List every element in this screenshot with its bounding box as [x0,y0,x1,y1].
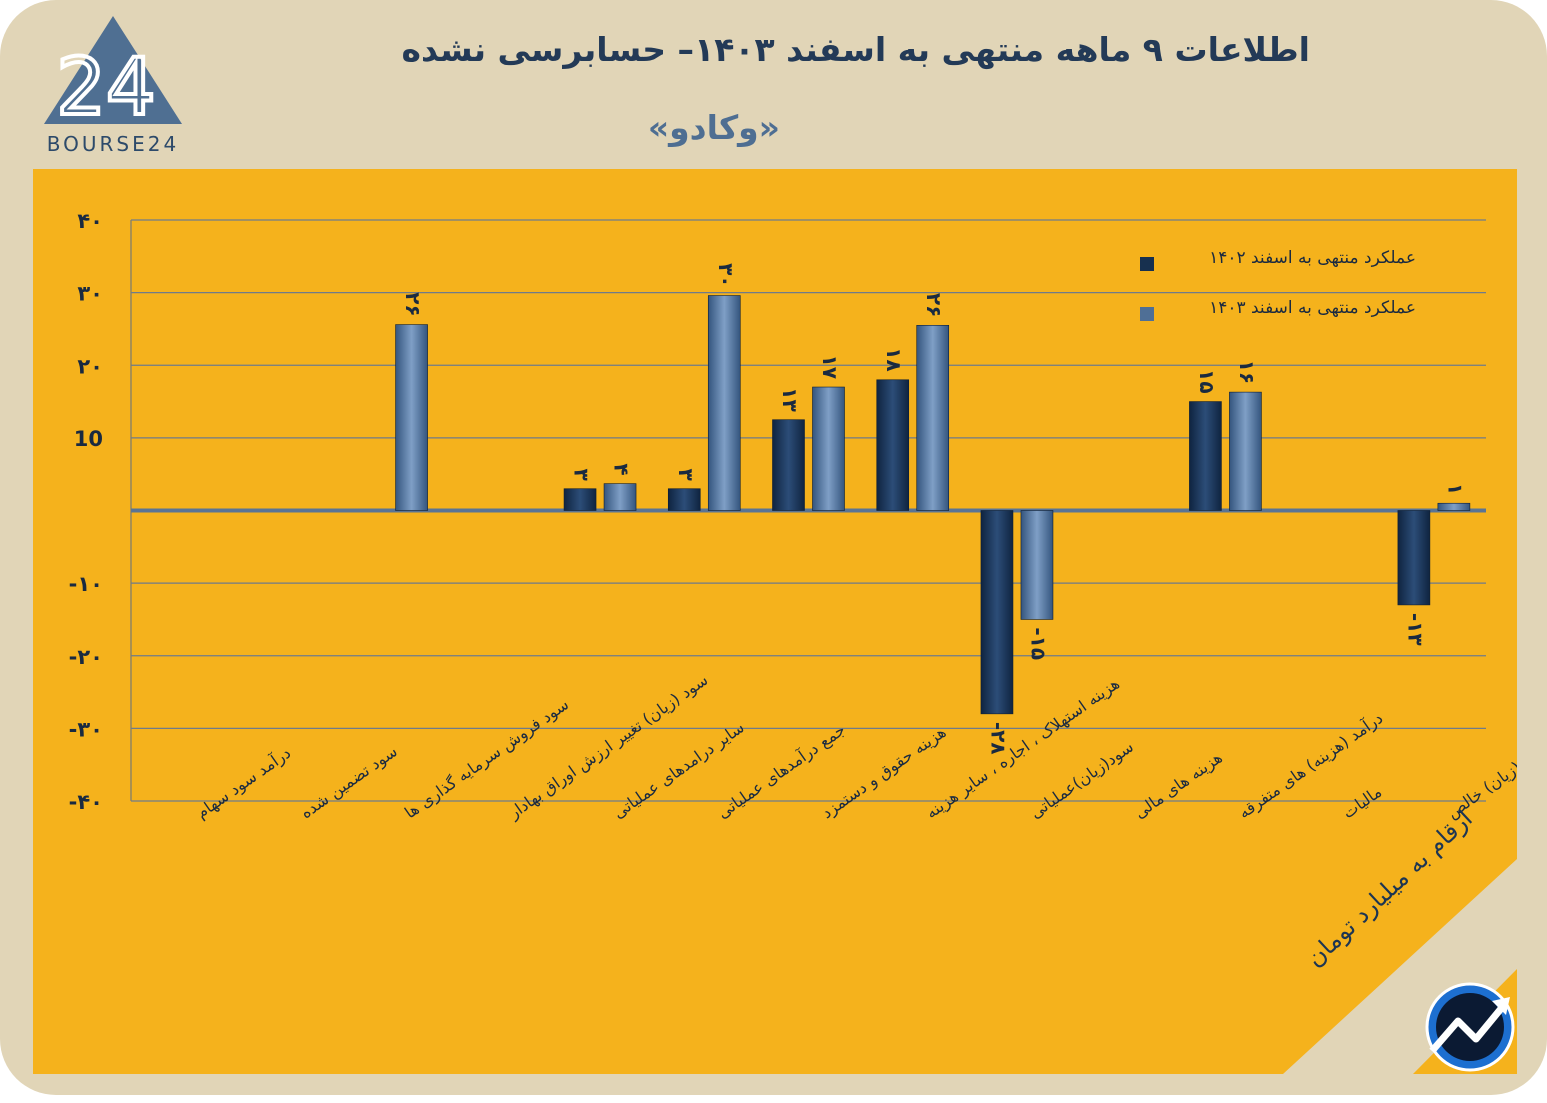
logo-text: BOURSE24 [46,132,180,156]
company-name: «وکادو» [647,108,780,147]
bar-1402 [667,488,701,511]
bar-value-label: ۱۷ [818,355,842,379]
bar-1403 [603,483,637,511]
x-tick-label: سود(زیان)عملیاتی [1026,737,1137,823]
bar-1403 [1229,391,1262,511]
chart-panel: ۴۰ ۳۰ ۲۰ 10 -۱۰ -۲۰ -۳۰ -۴۰ ۲۶ ۳ ۴ ۳ ۳۰ ۱۳ ۱۷ ۱۸ ۲۶ -۲۸ -… [33,169,1517,1074]
x-tick-label: سود فروش سرمایه گذاری ها [401,695,573,824]
bar-1402 [876,379,910,511]
bar-1402 [1397,510,1431,606]
legend-swatch-1402 [1140,257,1154,271]
bar-value-label: ۳ [570,468,594,480]
y-tick-label: ۲۰ [77,354,103,378]
bar-value-label: ۲۶ [922,293,946,317]
y-tick-label: -۴۰ [69,790,103,814]
bar-1403 [916,325,950,511]
bar-value-label: ۱۶ [1235,360,1259,384]
logo-triangle [44,16,182,124]
bar-1403 [1437,502,1471,511]
bar-value-label: -۱۳ [1403,613,1427,646]
y-tick-label: -۳۰ [69,717,103,741]
bar-value-label: ۱ [1443,483,1467,495]
bourse24-logo-icon: 24 [44,16,182,135]
bar-1402 [1189,401,1222,511]
y-tick-label: -۱۰ [69,572,103,596]
bar-1403 [1020,510,1054,620]
bar-value-label: -۱۵ [1026,627,1050,660]
legend-item-1402: عملکرد منتهی به اسفند ۱۴۰۲ [1136,248,1436,298]
bar-value-label: -۲۸ [986,722,1010,755]
trend-arrow-icon [1425,982,1515,1072]
legend-label-1403: عملکرد منتهی به اسفند ۱۴۰۳ [1209,298,1416,318]
legend-swatch-1403 [1140,307,1154,321]
x-tick-label: مالیات [1339,782,1385,822]
bar-value-label: ۱۸ [882,347,906,371]
bar-1403 [812,386,845,511]
x-tick-label: درآمد سود سهام [193,743,295,823]
bar-1402 [563,488,597,511]
bar-1403 [395,324,428,511]
chart-legend: عملکرد منتهی به اسفند ۱۴۰۲ عملکرد منتهی … [1136,248,1436,348]
bar-1402 [980,510,1014,715]
page-title: اطلاعات ۹ ماهه منتهی به اسفند ۱۴۰۳– حساب… [401,30,1310,69]
bar-value-label: ۲۶ [401,292,425,316]
bar-value-label: ۳۰ [714,263,738,287]
y-tick-label: -۲۰ [69,645,103,669]
y-tick-label: ۳۰ [77,282,103,306]
logo-mark: 24 [56,43,155,133]
bar-value-label: ۱۳ [778,387,802,411]
y-tick-label: 10 [74,427,103,451]
bar-value-label: ۳ [674,468,698,480]
x-tick-label: سود تضمین شده [297,741,402,823]
bar-chart: ۴۰ ۳۰ ۲۰ 10 -۱۰ -۲۰ -۳۰ -۴۰ ۲۶ ۳ ۴ ۳ ۳۰ ۱۳ ۱۷ ۱۸ ۲۶ -۲۸ -… [69,209,1517,1074]
bar-value-label: ۴ [610,463,634,475]
y-tick-label: ۴۰ [77,209,103,233]
legend-label-1402: عملکرد منتهی به اسفند ۱۴۰۲ [1209,248,1416,268]
bar-value-label: ۱۵ [1195,369,1219,393]
bar-1403 [707,295,741,511]
x-tick-label: هزینه های مالی [1131,748,1227,823]
legend-item-1403: عملکرد منتهی به اسفند ۱۴۰۳ [1136,298,1436,348]
bar-1402 [772,419,805,511]
